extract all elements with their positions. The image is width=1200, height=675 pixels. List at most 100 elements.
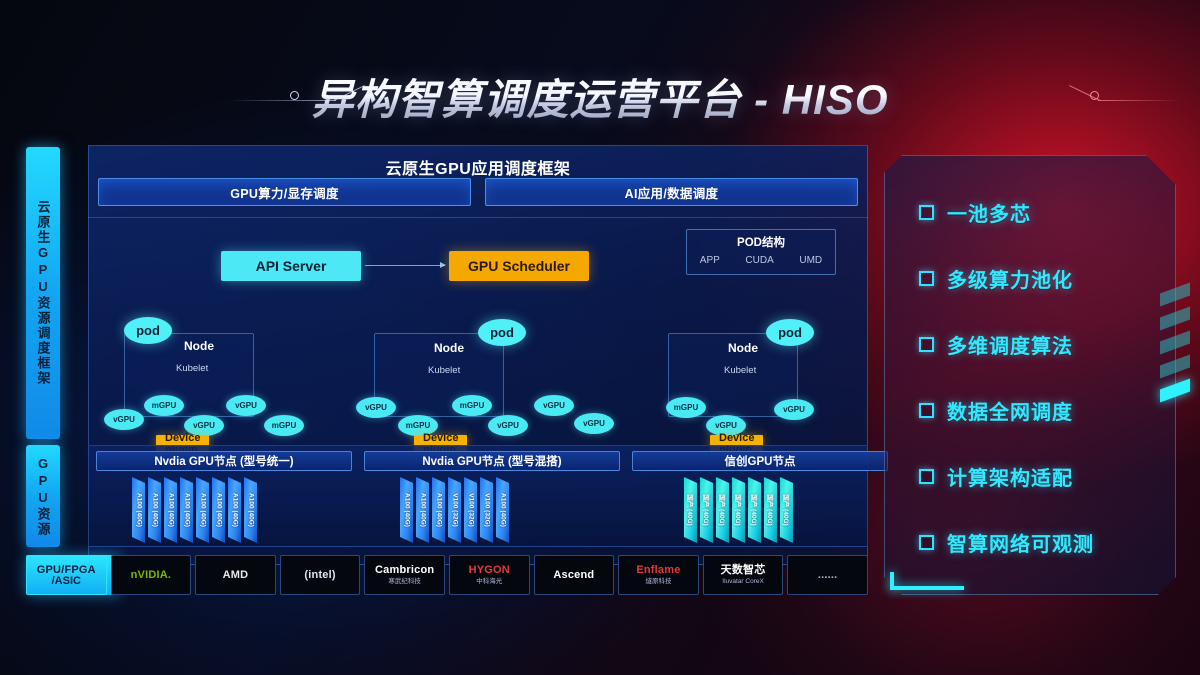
gpu-card[interactable]: V100 (32G) bbox=[448, 477, 461, 543]
checkbox-icon[interactable] bbox=[919, 205, 934, 220]
title-node-dot-left bbox=[290, 91, 299, 100]
feature-label: 多级算力池化 bbox=[947, 270, 1073, 292]
gpu-chip-vgpu[interactable]: vGPU bbox=[356, 397, 396, 418]
gpu-chip-vgpu[interactable]: vGPU bbox=[774, 399, 814, 420]
gpu-card[interactable]: 国产 (40G) bbox=[732, 477, 745, 543]
vendor-subname: 中科海光 bbox=[476, 578, 503, 585]
api-server-node[interactable]: API Server bbox=[221, 251, 361, 281]
pod-node[interactable]: pod bbox=[124, 317, 172, 344]
gpu-chip-vgpu[interactable]: vGPU bbox=[706, 415, 746, 436]
pod-node[interactable]: pod bbox=[766, 319, 814, 346]
gpu-card[interactable]: 国产 (40G) bbox=[764, 477, 777, 543]
gpu-card[interactable]: A100 (40G) bbox=[212, 477, 225, 543]
more-vendors[interactable]: ...... bbox=[787, 555, 868, 595]
gpu-card[interactable]: A100 (40G) bbox=[432, 477, 445, 543]
vendor-subname: 燧原科技 bbox=[645, 578, 672, 585]
pod-layer-cuda: CUDA bbox=[745, 255, 774, 266]
gpu-node-column-2: Nvdia GPU节点 (型号混搭) A100 (40G) A100 (40G) A1… bbox=[364, 451, 620, 471]
gpu-card[interactable]: A100 (40G) bbox=[496, 477, 509, 543]
pod-layer-umd: UMD bbox=[799, 255, 823, 266]
gpu-card[interactable]: 国产 (40G) bbox=[716, 477, 729, 543]
gpu-chip-vgpu[interactable]: vGPU bbox=[488, 415, 528, 436]
cambricon-logo[interactable]: Cambricon 寒武纪科技 bbox=[364, 555, 445, 595]
page-title: 异构智算调度运营平台 - HISO bbox=[0, 72, 1200, 128]
gpu-card[interactable]: A100 (40G) bbox=[180, 477, 193, 543]
gpu-card-stack: A100 (40G) A100 (40G) A100 (40G) V100 (32G)… bbox=[400, 477, 509, 543]
pod-structure-box: POD结构 APP CUDA UMD bbox=[686, 229, 836, 275]
kubelet-label: Kubelet bbox=[724, 365, 757, 376]
gpu-card[interactable]: 国产 (40G) bbox=[700, 477, 713, 543]
gpu-card[interactable]: V100 (32G) bbox=[480, 477, 493, 543]
gpu-card-label: A100 (40G) bbox=[247, 493, 254, 527]
gpu-chip-vgpu[interactable]: vGPU bbox=[104, 409, 144, 430]
gpu-card-label: 国产 (40G) bbox=[765, 494, 773, 526]
gpu-chip-vgpu[interactable]: vGPU bbox=[574, 413, 614, 434]
gpu-node-column-1: Nvdia GPU节点 (型号统一) A100 (40G) A100 (40G) A1… bbox=[96, 451, 352, 471]
gpu-card-label: 国产 (40G) bbox=[717, 494, 725, 526]
title-line-left bbox=[228, 100, 336, 101]
checkbox-icon[interactable] bbox=[919, 403, 934, 418]
gpu-card-label: A100 (40G) bbox=[499, 493, 506, 527]
gpu-card-label: A100 (40G) bbox=[435, 493, 442, 527]
gpu-card[interactable]: V100 (32G) bbox=[464, 477, 477, 543]
gpu-card[interactable]: A100 (40G) bbox=[244, 477, 257, 543]
gpu-card-label: 国产 (40G) bbox=[701, 494, 709, 526]
intel-logo[interactable]: (intel) bbox=[279, 555, 361, 595]
enflame-logo[interactable]: Enflame 燧原科技 bbox=[618, 555, 699, 595]
gpu-card[interactable]: A100 (40G) bbox=[132, 477, 145, 543]
gpu-chip-mgpu[interactable]: mGPU bbox=[144, 395, 184, 416]
feature-item-1[interactable]: 一池多芯 bbox=[919, 198, 1031, 227]
iluvatar-logo[interactable]: 天数智芯 Iluvatar CoreX bbox=[702, 555, 784, 595]
hygon-logo[interactable]: HYGON 中科海光 bbox=[448, 555, 530, 595]
gpu-node-header[interactable]: Nvdia GPU节点 (型号混搭) bbox=[364, 451, 620, 471]
checkbox-icon[interactable] bbox=[919, 469, 934, 484]
checkbox-icon[interactable] bbox=[919, 337, 934, 352]
gpu-chip-vgpu[interactable]: vGPU bbox=[184, 415, 224, 436]
kubelet-label: Kubelet bbox=[428, 365, 461, 376]
gpu-card[interactable]: A100 (40G) bbox=[148, 477, 161, 543]
sidebar-tab-framework[interactable]: 云原生GPU资源调度框架 bbox=[26, 147, 60, 439]
gpu-chip-mgpu[interactable]: mGPU bbox=[264, 415, 304, 436]
gpu-chip-mgpu[interactable]: mGPU bbox=[398, 415, 438, 436]
gpu-card-stack: 国产 (40G) 国产 (40G) 国产 (40G) 国产 (40G) 国产 (40G)… bbox=[684, 477, 793, 543]
gpu-card[interactable]: 国产 (40G) bbox=[684, 477, 697, 543]
vendor-chip-category[interactable]: GPU/FPGA/ASIC bbox=[26, 555, 107, 595]
gpu-chip-vgpu[interactable]: vGPU bbox=[226, 395, 266, 416]
gpu-card[interactable]: 国产 (40G) bbox=[780, 477, 793, 543]
amd-logo[interactable]: AMD bbox=[195, 555, 276, 595]
gpu-card-label: V100 (32G) bbox=[483, 493, 490, 527]
pod-node[interactable]: pod bbox=[478, 319, 526, 346]
feature-item-2[interactable]: 多级算力池化 bbox=[919, 264, 1073, 293]
feature-item-6[interactable]: 智算网络可观测 bbox=[919, 528, 1094, 557]
gpu-card-label: 国产 (40G) bbox=[733, 494, 741, 526]
feature-item-4[interactable]: 数据全网调度 bbox=[919, 396, 1073, 425]
gpu-chip-mgpu[interactable]: mGPU bbox=[452, 395, 492, 416]
gpu-card[interactable]: 国产 (40G) bbox=[748, 477, 761, 543]
feature-item-3[interactable]: 多维调度算法 bbox=[919, 330, 1073, 359]
checkbox-icon[interactable] bbox=[919, 535, 934, 550]
feature-item-5[interactable]: 计算架构适配 bbox=[919, 462, 1073, 491]
gpu-card-label: A100 (40G) bbox=[215, 493, 222, 527]
stripe-4 bbox=[1160, 354, 1190, 379]
gpu-chip-mgpu[interactable]: mGPU bbox=[666, 397, 706, 418]
gpu-card[interactable]: A100 (40G) bbox=[400, 477, 413, 543]
panel-divider bbox=[88, 217, 868, 218]
gpu-node-header[interactable]: 信创GPU节点 bbox=[632, 451, 888, 471]
gpu-card[interactable]: A100 (40G) bbox=[416, 477, 429, 543]
capability-ai-app[interactable]: AI应用/数据调度 bbox=[485, 178, 858, 206]
gpu-chip-vgpu[interactable]: vGPU bbox=[534, 395, 574, 416]
gpu-node-header[interactable]: Nvdia GPU节点 (型号统一) bbox=[96, 451, 352, 471]
title-bar: 异构智算调度运营平台 - HISO bbox=[0, 72, 1200, 128]
nvidia-logo[interactable]: nVIDIA. bbox=[110, 555, 192, 595]
vendor-subname: /ASIC bbox=[51, 575, 81, 587]
gpu-card[interactable]: A100 (40G) bbox=[228, 477, 241, 543]
gpu-card[interactable]: A100 (40G) bbox=[164, 477, 177, 543]
ascend-logo[interactable]: Ascend bbox=[533, 555, 615, 595]
gpu-card-label: A100 (40G) bbox=[403, 493, 410, 527]
sidebar-tab-gpu-resources[interactable]: GPU资源 bbox=[26, 445, 60, 547]
gpu-scheduler-node[interactable]: GPU Scheduler bbox=[449, 251, 589, 281]
checkbox-icon[interactable] bbox=[919, 271, 934, 286]
vendor-name: Ascend bbox=[553, 569, 595, 581]
gpu-card[interactable]: A100 (40G) bbox=[196, 477, 209, 543]
capability-gpu-compute[interactable]: GPU算力/显存调度 bbox=[98, 178, 471, 206]
